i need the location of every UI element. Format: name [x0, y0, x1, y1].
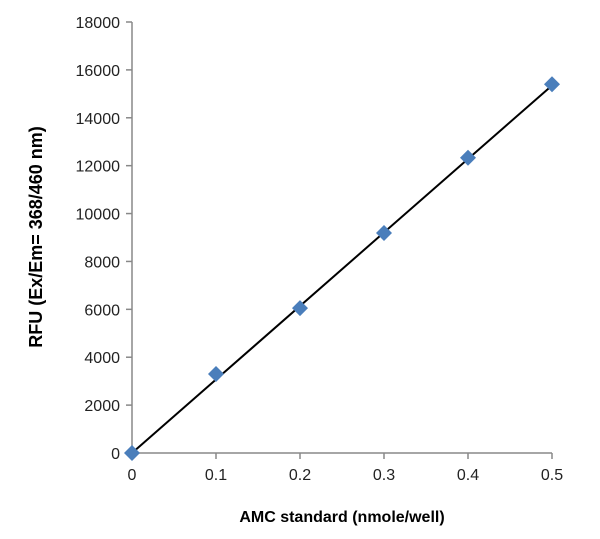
data-points: [124, 76, 560, 461]
trendline-group: [131, 84, 553, 454]
x-tick-label: 0.1: [205, 467, 227, 484]
y-tick-label: 10000: [76, 207, 121, 224]
axes: [126, 21, 553, 459]
trendline: [131, 84, 553, 454]
y-tick-label: 8000: [84, 254, 120, 271]
x-tick-label: 0.2: [289, 467, 311, 484]
y-tick-label: 6000: [84, 302, 120, 319]
y-tick-label: 12000: [76, 159, 121, 176]
x-tick-labels: 0 0.1 0.2 0.3 0.4 0.5: [128, 467, 564, 484]
data-point-diamond: [460, 149, 476, 166]
y-tick-label: 14000: [76, 111, 121, 128]
data-point-diamond: [208, 365, 224, 382]
x-axis-label: AMC standard (nmole/well): [239, 509, 444, 526]
data-point-diamond: [544, 76, 560, 93]
data-point-diamond: [292, 300, 308, 317]
y-tick-label: 4000: [84, 350, 120, 367]
y-tick-label: 0: [111, 446, 120, 463]
data-point-diamond: [376, 224, 392, 241]
x-tick-label: 0: [128, 467, 137, 484]
y-tick-labels: 0 2000 4000 6000 8000 10000 12000 14000 16000 180…: [76, 15, 121, 463]
y-tick-label: 16000: [76, 63, 121, 80]
x-tick-label: 0.5: [541, 467, 563, 484]
y-axis-label: RFU (Ex/Em= 368/460 nm): [26, 126, 46, 348]
x-tick-label: 0.4: [457, 467, 479, 484]
y-tick-label: 18000: [76, 15, 121, 32]
x-tick-label: 0.3: [373, 467, 395, 484]
data-point-diamond: [124, 445, 140, 461]
y-tick-label: 2000: [84, 398, 120, 415]
